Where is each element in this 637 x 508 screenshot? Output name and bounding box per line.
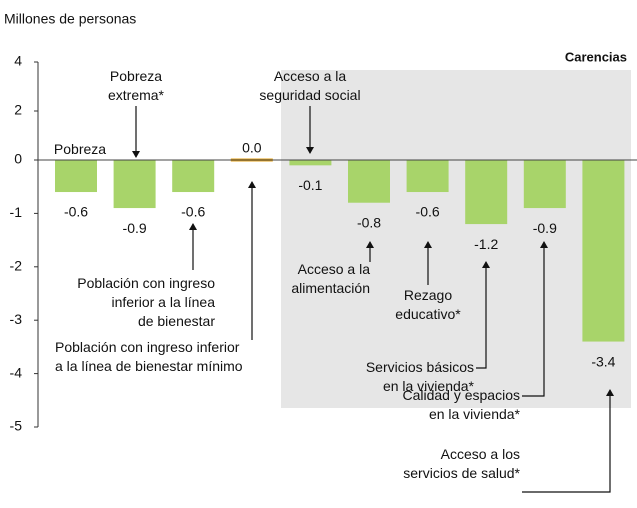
data-label: -0.1 (298, 177, 322, 193)
arrow (522, 241, 548, 397)
category-line: Rezago (404, 287, 452, 303)
data-label: -0.8 (357, 214, 381, 230)
category-label: Calidad y espacios en la vivienda* (402, 387, 520, 422)
category-label: Pobreza (54, 141, 106, 157)
bar (113, 160, 156, 209)
data-label: -3.4 (591, 353, 615, 369)
category-label: Acceso a la alimentación (291, 261, 370, 296)
y-tick-label: -5 (10, 418, 23, 434)
category-line: Acceso a la (298, 261, 371, 277)
category-line: Acceso a los (441, 446, 520, 462)
y-tick-label: 0 (14, 151, 22, 167)
category-line: Servicios básicos (366, 359, 474, 375)
category-label: Población con ingreso inferior a la línea… (55, 339, 243, 374)
arrow (476, 261, 490, 369)
category-line: en la vivienda* (429, 406, 521, 422)
category-label: Pobreza extrema* (108, 68, 165, 103)
data-label: -0.6 (181, 204, 205, 220)
bar (172, 160, 215, 193)
category-line: Población con ingreso (77, 275, 215, 291)
y-tick-label: -3 (10, 311, 23, 327)
data-label: -0.9 (533, 220, 557, 236)
category-line: educativo* (395, 306, 461, 322)
category-line: extrema* (108, 87, 165, 103)
category-line: Población con ingreso inferior (55, 339, 240, 355)
category-line: alimentación (291, 280, 370, 296)
category-line: Calidad y espacios (402, 387, 520, 403)
category-line: Pobreza (110, 68, 162, 84)
data-label: -1.2 (474, 236, 498, 252)
region (281, 70, 631, 408)
category-label: Rezago educativo* (395, 287, 461, 322)
region-label: Carencias (565, 49, 627, 64)
bar (523, 160, 566, 209)
y-tick-label: -1 (10, 204, 23, 220)
y-tick-label: 4 (14, 53, 22, 69)
category-label: Acceso a la seguridad social (259, 68, 360, 103)
arrow (522, 389, 614, 493)
category-label: Servicios básicos en la vivienda* (366, 359, 475, 394)
bar (289, 160, 332, 166)
category-line: servicios de salud* (403, 465, 520, 481)
y-axis-label: Millones de personas (4, 11, 136, 27)
bar (55, 160, 97, 193)
category-line: inferior a la línea (111, 294, 215, 310)
category-line: Acceso a la (274, 68, 347, 84)
category-line: de bienestar (138, 313, 215, 329)
y-tick-label: -2 (10, 258, 23, 274)
category-line: a la línea de bienestar mínimo (55, 358, 243, 374)
category-line: Pobreza (54, 141, 106, 157)
data-label: -0.6 (64, 204, 88, 220)
category-line: en la vivienda* (383, 378, 475, 394)
bar (465, 160, 508, 225)
category-label: Población con ingreso inferior a la línea… (77, 275, 215, 329)
bar (582, 160, 625, 342)
y-tick-label: 2 (14, 102, 22, 118)
data-label: -0.6 (416, 204, 440, 220)
category-label: Acceso a los servicios de salud* (403, 446, 520, 481)
category-line: seguridad social (259, 87, 360, 103)
bar (348, 160, 390, 203)
data-label: 0.0 (242, 140, 262, 156)
y-tick-label: -4 (10, 364, 23, 380)
bar (406, 160, 449, 193)
data-label: -0.9 (123, 220, 147, 236)
